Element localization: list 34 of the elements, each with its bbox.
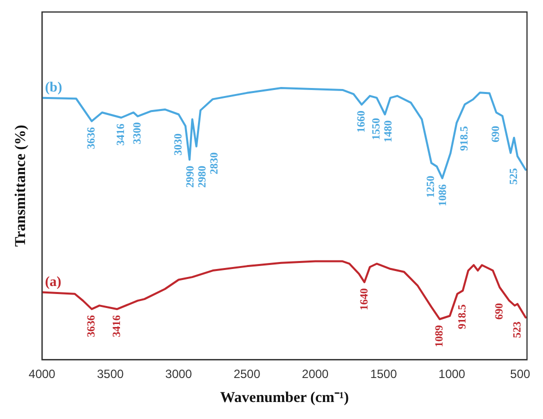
annotation: 2990 <box>184 165 196 188</box>
annotation: 3636 <box>86 314 98 338</box>
annotation: 3300 <box>131 122 144 144</box>
annotation: 1640 <box>358 288 370 310</box>
series-label: (a) <box>45 274 62 290</box>
x-tick-label: 1500 <box>370 367 398 382</box>
annotation: 1250 <box>425 175 438 198</box>
x-tick-label: 4000 <box>28 367 56 382</box>
annotation: 1480 <box>382 120 395 142</box>
annotation: 3416 <box>110 314 123 338</box>
annotation: 2980 <box>196 165 208 188</box>
annotation: 523 <box>511 321 524 338</box>
x-tick-label: 2500 <box>234 367 261 382</box>
annotation: 1550 <box>370 117 383 140</box>
x-tick-label: 500 <box>510 367 530 382</box>
annotation: 918.5 <box>456 304 469 330</box>
annotation: 1086 <box>437 184 450 206</box>
x-tick-label: 2000 <box>302 367 329 382</box>
annotation: 690 <box>494 302 506 320</box>
y-axis-title: Transmittance (%) <box>12 124 29 247</box>
annotation: 1660 <box>356 110 368 133</box>
x-axis-title: Wavenumber (cm⁻¹) <box>220 390 349 406</box>
x-tick-label: 3000 <box>165 367 192 382</box>
annotation: 3030 <box>172 132 184 156</box>
x-tick-label: 1000 <box>438 367 466 382</box>
annotation: 690 <box>490 125 502 142</box>
annotation: 2830 <box>208 152 220 174</box>
annotation: 1089 <box>434 324 446 348</box>
annotation: 3416 <box>115 123 128 146</box>
annotation: 3636 <box>86 126 98 150</box>
annotation: 918.5 <box>458 126 471 151</box>
x-tick-label: 3500 <box>96 367 124 382</box>
series-label: (b) <box>45 80 62 96</box>
annotation: 525 <box>508 168 520 185</box>
